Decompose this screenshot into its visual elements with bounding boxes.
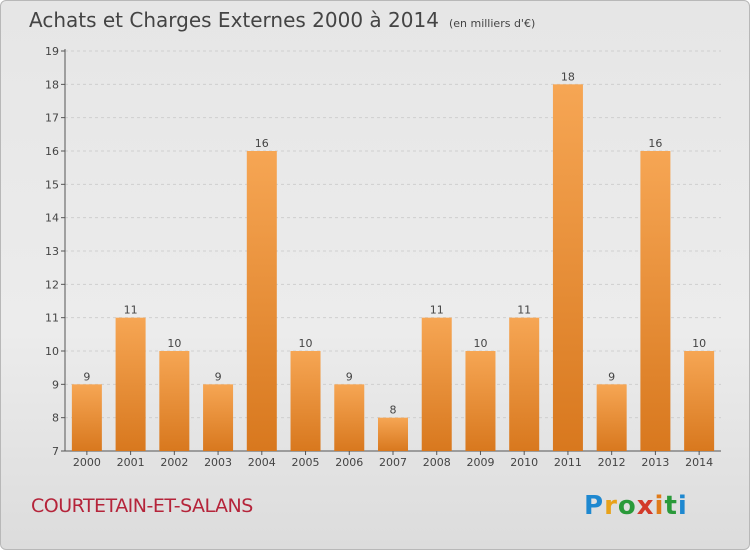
x-tick-label: 2005 [292, 456, 320, 469]
data-label: 9 [83, 370, 90, 383]
x-tick-label: 2010 [510, 456, 538, 469]
bar [115, 317, 146, 451]
data-label: 10 [299, 337, 313, 350]
x-tick-label: 2012 [598, 456, 626, 469]
bar [684, 351, 715, 451]
bar [71, 384, 102, 451]
x-tick-label: 2007 [379, 456, 407, 469]
y-tick-label: 13 [45, 245, 59, 258]
y-tick-label: 16 [45, 145, 59, 158]
data-label: 10 [167, 337, 181, 350]
bar [509, 317, 540, 451]
x-tick-label: 2014 [685, 456, 713, 469]
y-tick-label: 8 [52, 412, 59, 425]
bar [378, 417, 408, 451]
x-tick-label: 2004 [248, 456, 276, 469]
bar [290, 351, 321, 451]
bar [159, 351, 190, 451]
y-tick-label: 18 [45, 78, 59, 91]
y-tick-label: 10 [45, 345, 59, 358]
data-label: 18 [561, 70, 575, 83]
x-tick-label: 2011 [554, 456, 582, 469]
y-tick-label: 17 [45, 112, 59, 125]
data-label: 10 [473, 337, 487, 350]
x-tick-label: 2009 [466, 456, 494, 469]
labels: 7 8 9 10 11 12 13 14 15 16 17 18 19 9 2000 11 2001 10 2002… [45, 45, 713, 469]
y-tick-label: 11 [45, 312, 59, 325]
bar [334, 384, 365, 451]
x-tick-label: 2006 [335, 456, 363, 469]
data-label: 9 [608, 370, 615, 383]
bar [203, 384, 234, 451]
x-tick-label: 2001 [117, 456, 145, 469]
data-label: 16 [255, 137, 269, 150]
data-label: 11 [517, 304, 531, 317]
x-tick-label: 2000 [73, 456, 101, 469]
y-tick-label: 12 [45, 278, 59, 291]
data-label: 8 [390, 404, 397, 417]
bar [465, 351, 496, 451]
data-label: 16 [648, 137, 662, 150]
data-label: 9 [346, 370, 353, 383]
chart-unit: (en milliers d'€) [448, 17, 536, 30]
bar [640, 151, 671, 451]
bar [246, 151, 277, 451]
y-tick-label: 7 [52, 445, 59, 458]
x-tick-label: 2002 [160, 456, 188, 469]
bars [71, 84, 715, 451]
y-tick-label: 15 [45, 178, 59, 191]
x-tick-label: 2008 [423, 456, 451, 469]
data-label: 11 [124, 304, 138, 317]
chart-title: Achats et Charges Externes 2000 à 2014 (e… [29, 8, 535, 32]
x-tick-label: 2013 [641, 456, 669, 469]
y-tick-label: 14 [45, 212, 59, 225]
proxiti-logo: Proxiti [584, 491, 688, 521]
bar [421, 317, 452, 451]
y-tick-label: 9 [52, 378, 59, 391]
y-tick-label: 19 [45, 45, 59, 58]
chart-title-text: Achats et Charges Externes 2000 à 2014 [29, 8, 439, 32]
data-label: 11 [430, 304, 444, 317]
x-tick-label: 2003 [204, 456, 232, 469]
bar [596, 384, 627, 451]
data-label: 9 [215, 370, 222, 383]
location-name: COURTETAIN-ET-SALANS [31, 495, 253, 517]
bar [552, 84, 583, 451]
data-label: 10 [692, 337, 706, 350]
